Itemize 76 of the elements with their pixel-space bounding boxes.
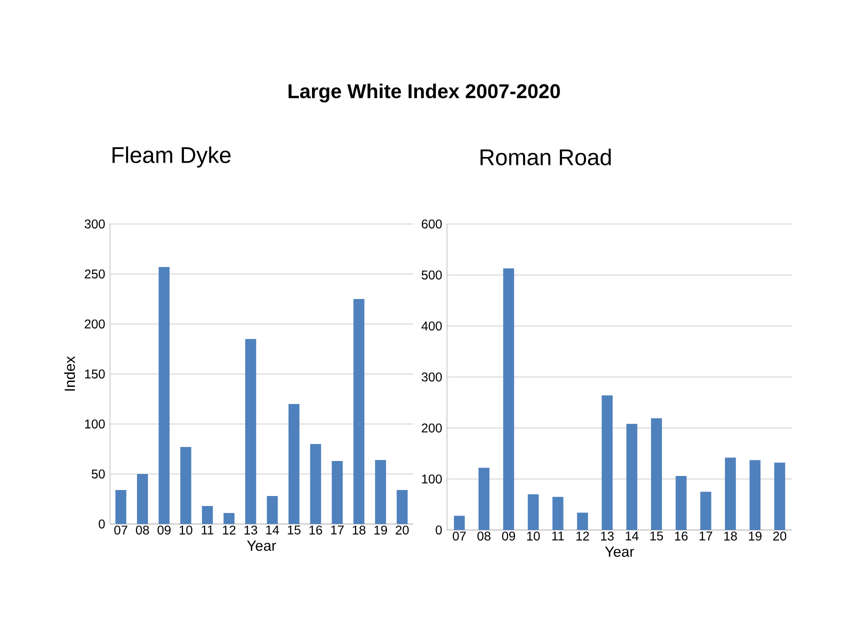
- x-tick-label: 15: [650, 532, 663, 540]
- y-tick-label: 250: [84, 270, 105, 278]
- x-tick-label: 18: [724, 532, 737, 541]
- x-tick-label: 09: [158, 526, 171, 535]
- bar: [332, 460, 343, 524]
- bar: [676, 476, 687, 530]
- bar: [577, 512, 588, 530]
- x-tick-label: 16: [310, 526, 322, 535]
- y-tick-label: 300: [422, 372, 442, 382]
- bar: [224, 513, 235, 524]
- y-tick-label: 200: [84, 320, 105, 328]
- bar: [137, 474, 148, 524]
- y-tick-label: 50: [92, 470, 105, 478]
- y-tick-label: 0: [98, 520, 105, 528]
- y-tick-label: 100: [85, 420, 105, 428]
- bar: [180, 446, 192, 524]
- x-tick-label: 12: [222, 526, 236, 534]
- x-tick-label: 13: [244, 526, 258, 535]
- bar: [651, 418, 662, 530]
- x-tick-label: 08: [136, 526, 149, 535]
- bar: [750, 460, 761, 530]
- chart-title: Large White Index 2007-2020: [288, 84, 560, 102]
- x-tick-label: 18: [352, 526, 366, 535]
- bar: [454, 516, 465, 530]
- bar: [202, 506, 213, 524]
- x-tick-label: 08: [477, 532, 490, 541]
- y-tick-label: 300: [84, 220, 105, 228]
- bar: [375, 460, 386, 524]
- bar: [724, 458, 736, 530]
- x-tick-label: 09: [502, 532, 516, 541]
- x-tick-label: 07: [452, 532, 466, 541]
- bar: [478, 468, 490, 530]
- bar: [700, 492, 712, 530]
- x-tick-label: 16: [675, 532, 688, 541]
- bar: [288, 404, 300, 524]
- x-tick-label: 13: [601, 532, 614, 541]
- y-tick-label: 0: [436, 526, 442, 534]
- bar: [503, 268, 514, 530]
- x-tick-label: 12: [576, 532, 589, 540]
- bar: [266, 496, 278, 524]
- y-tick-label: 400: [421, 322, 442, 330]
- y-tick-label: 150: [85, 370, 105, 378]
- x-tick-label: 20: [773, 532, 786, 541]
- x-tick-label: 14: [266, 526, 279, 534]
- bar: [245, 339, 256, 524]
- x-tick-label: 19: [374, 526, 387, 535]
- x-tick-label: 19: [748, 532, 762, 541]
- bar: [310, 444, 322, 524]
- bar: [115, 490, 126, 524]
- x-axis-title: Year: [247, 540, 276, 551]
- x-tick-label: 07: [114, 526, 128, 535]
- x-tick-label: 10: [180, 526, 192, 535]
- bar: [396, 490, 408, 524]
- x-tick-label: 14: [626, 532, 638, 540]
- bar: [602, 395, 613, 530]
- y-tick-label: 100: [422, 474, 442, 484]
- x-axis-title: Year: [605, 546, 634, 557]
- bar: [552, 496, 564, 530]
- bar: [158, 266, 170, 524]
- bar: [528, 494, 539, 530]
- y-axis-title: Index: [64, 356, 76, 391]
- x-tick-label: 11: [552, 532, 564, 540]
- x-tick-label: 17: [700, 532, 712, 540]
- bar: [353, 298, 364, 524]
- y-tick-label: 500: [422, 270, 442, 280]
- x-tick-label: 20: [396, 526, 409, 535]
- x-tick-label: 17: [331, 526, 344, 534]
- x-tick-label: 11: [202, 526, 214, 534]
- chart-subtitle: Fleam Dyke: [112, 146, 231, 168]
- bar: [774, 462, 786, 530]
- bar: [626, 424, 638, 530]
- x-tick-label: 10: [527, 532, 540, 541]
- y-tick-label: 600: [422, 220, 442, 228]
- y-tick-label: 200: [422, 424, 442, 432]
- chart-subtitle: Roman Road: [480, 148, 611, 166]
- x-tick-label: 15: [288, 526, 300, 534]
